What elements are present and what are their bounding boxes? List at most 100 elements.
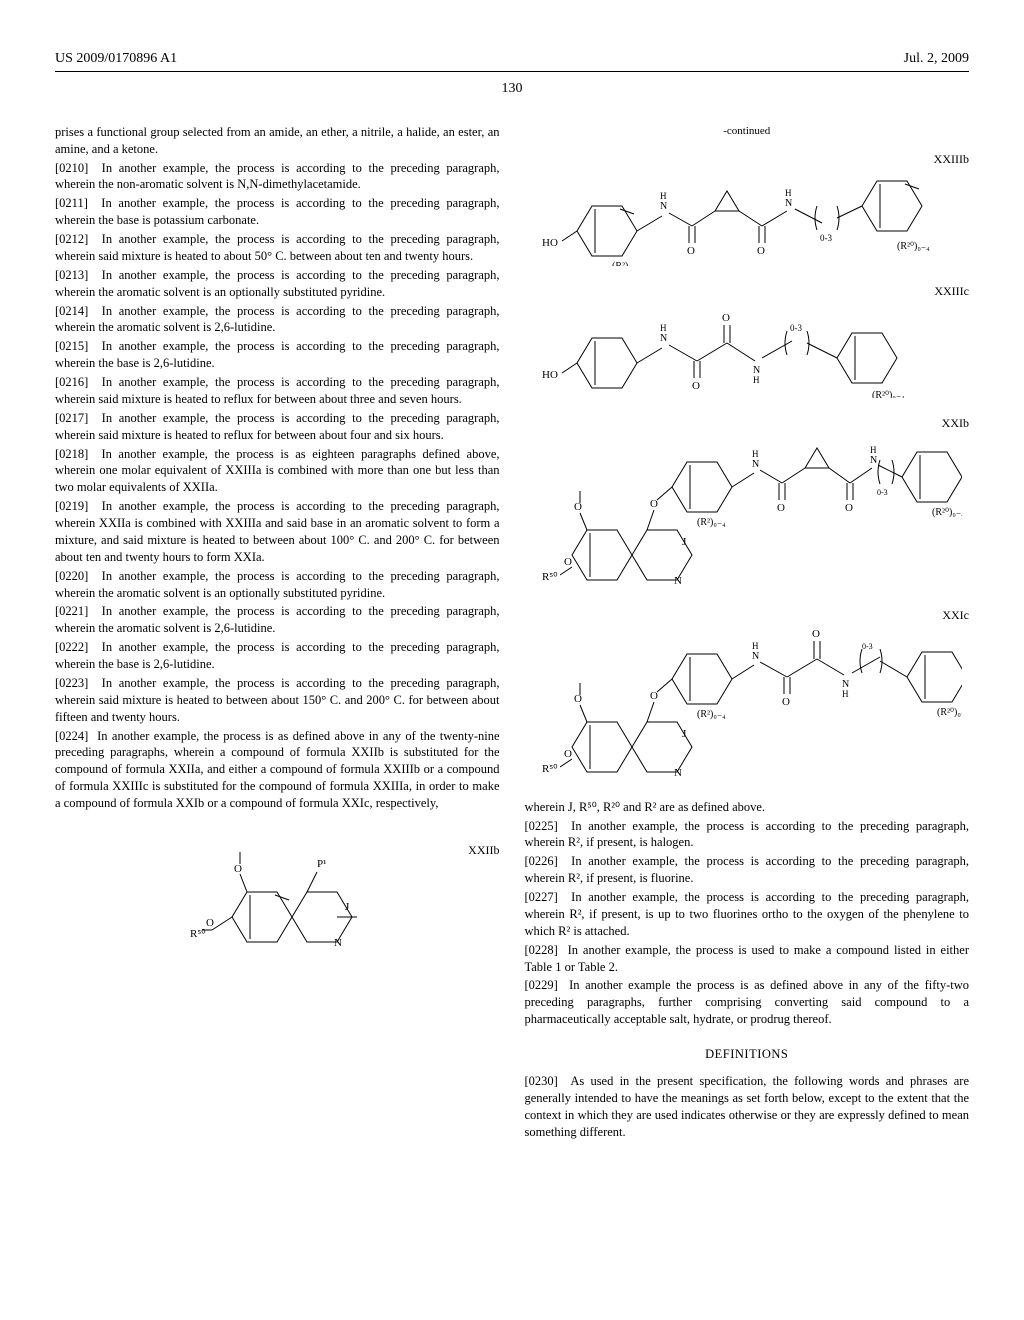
paragraph-0229: [0229] In another example the process is…: [525, 977, 970, 1028]
svg-text:(R²⁰)₀₋₄: (R²⁰)₀₋₄: [872, 390, 905, 398]
para-text-0215: In another example, the process is accor…: [55, 339, 500, 370]
para-text-0223: In another example, the process is accor…: [55, 676, 500, 724]
para-text-0228: In another example, the process is used …: [525, 943, 970, 974]
para-num-0218: [0218]: [55, 447, 88, 461]
svg-text:(R²)₀₋₄: (R²)₀₋₄: [612, 261, 641, 266]
structure-XXIIb: XXIIb N R⁵⁰ O O: [55, 842, 500, 992]
para-num-0214: [0214]: [55, 304, 88, 318]
svg-text:HO: HO: [542, 369, 558, 381]
para-num-0228: [0228]: [525, 943, 558, 957]
svg-text:0-3: 0-3: [790, 323, 802, 333]
structure-label-XXIIIb: XXIIIb: [934, 151, 969, 167]
publication-date: Jul. 2, 2009: [904, 50, 969, 69]
svg-text:HO: HO: [542, 237, 558, 249]
para-text-0219: In another example, the process is accor…: [55, 499, 500, 564]
para-text-0216: In another example, the process is accor…: [55, 375, 500, 406]
svg-text:N: N: [785, 198, 792, 209]
para-text-0217: In another example, the process is accor…: [55, 411, 500, 442]
svg-text:R⁵⁰: R⁵⁰: [542, 763, 558, 775]
left-column: prises a functional group selected from …: [55, 124, 500, 1143]
paragraph-0212: [0212] In another example, the process i…: [55, 231, 500, 265]
paragraph-0213: [0213] In another example, the process i…: [55, 267, 500, 301]
para-text-0212: In another example, the process is accor…: [55, 232, 500, 263]
svg-text:H: H: [753, 375, 760, 385]
paragraph-0223: [0223] In another example, the process i…: [55, 675, 500, 726]
paragraph-0210: [0210] In another example, the process i…: [55, 160, 500, 194]
svg-text:H: H: [842, 689, 849, 699]
svg-text:(R²⁰)₀₋₄: (R²⁰)₀₋₄: [937, 707, 962, 718]
paragraph-0230: [0230] As used in the present specificat…: [525, 1073, 970, 1141]
para-num-0212: [0212]: [55, 232, 88, 246]
para-text-0210: In another example, the process is accor…: [55, 161, 500, 192]
svg-text:O: O: [777, 502, 785, 514]
svg-text:N: N: [674, 767, 682, 779]
svg-text:O: O: [812, 628, 820, 640]
svg-text:N: N: [660, 201, 667, 212]
svg-text:N: N: [870, 455, 877, 466]
paragraph-0219: [0219] In another example, the process i…: [55, 498, 500, 566]
svg-text:P¹: P¹: [317, 858, 326, 870]
svg-text:J: J: [682, 536, 687, 548]
svg-text:H: H: [660, 323, 667, 333]
svg-text:O: O: [757, 245, 765, 257]
para-num-0225: [0225]: [525, 819, 558, 833]
svg-text:R⁵⁰: R⁵⁰: [542, 571, 558, 583]
svg-text:N: N: [752, 651, 759, 662]
chem-svg-XXIIb: N R⁵⁰ O O P¹ J: [162, 842, 392, 982]
para-num-0224: [0224]: [55, 729, 88, 743]
para-num-0219: [0219]: [55, 499, 88, 513]
svg-text:N: N: [334, 937, 342, 949]
para-text-0213: In another example, the process is accor…: [55, 268, 500, 299]
svg-text:O: O: [564, 748, 572, 760]
chem-svg-XXIIIb: HO N H O: [537, 151, 957, 266]
svg-text:O: O: [574, 501, 582, 513]
svg-text:(R²⁰)₀₋₄: (R²⁰)₀₋₄: [932, 507, 962, 518]
para-text-0218: In another example, the process is as ei…: [55, 447, 500, 495]
para-num-0211: [0211]: [55, 196, 88, 210]
two-column-layout: prises a functional group selected from …: [55, 124, 969, 1143]
svg-text:(R²⁰)₀₋₄: (R²⁰)₀₋₄: [897, 241, 930, 252]
svg-text:0-3: 0-3: [862, 642, 873, 651]
para-num-0215: [0215]: [55, 339, 88, 353]
para-text-0221: In another example, the process is accor…: [55, 604, 500, 635]
svg-text:O: O: [692, 380, 700, 392]
svg-text:H: H: [785, 188, 792, 198]
svg-text:O: O: [650, 690, 658, 702]
paragraph-0222: [0222] In another example, the process i…: [55, 639, 500, 673]
para-num-0213: [0213]: [55, 268, 88, 282]
svg-text:H: H: [660, 191, 667, 201]
paragraph-0215: [0215] In another example, the process i…: [55, 338, 500, 372]
para-num-0220: [0220]: [55, 569, 88, 583]
para-num-0210: [0210]: [55, 161, 88, 175]
paragraph-0226: [0226] In another example, the process i…: [525, 853, 970, 887]
para-num-0223: [0223]: [55, 676, 88, 690]
structure-label-XXIIb: XXIIb: [468, 842, 499, 858]
svg-text:N: N: [674, 575, 682, 587]
svg-text:N: N: [660, 333, 667, 344]
para-num-0216: [0216]: [55, 375, 88, 389]
svg-text:H: H: [752, 449, 759, 459]
svg-text:N: N: [752, 459, 759, 470]
para-text-0225: In another example, the process is accor…: [525, 819, 970, 850]
paragraph-0220: [0220] In another example, the process i…: [55, 568, 500, 602]
svg-text:O: O: [845, 502, 853, 514]
paragraph-0211: [0211] In another example, the process i…: [55, 195, 500, 229]
structure-XXIb: XXIb N R⁵⁰ O O J O: [525, 415, 970, 595]
structure-XXIIIb: XXIIIb HO N H O: [525, 151, 970, 271]
svg-text:(R²)₀₋₄: (R²)₀₋₄: [697, 517, 726, 528]
paragraph-0216: [0216] In another example, the process i…: [55, 374, 500, 408]
structure-XXIIIc: XXIIIc HO N H O O N: [525, 283, 970, 403]
svg-text:O: O: [206, 917, 214, 929]
svg-text:O: O: [722, 312, 730, 324]
paragraph-0217: [0217] In another example, the process i…: [55, 410, 500, 444]
structure-label-XXIc: XXIc: [942, 607, 969, 623]
structure-XXIc: XXIc N R⁵⁰ O O J O: [525, 607, 970, 787]
svg-text:O: O: [782, 696, 790, 708]
paragraph-0224: [0224] In another example, the process i…: [55, 728, 500, 812]
paragraph-0221: [0221] In another example, the process i…: [55, 603, 500, 637]
chem-svg-XXIb: N R⁵⁰ O O J O (R²)₀₋₄: [532, 415, 962, 595]
chem-svg-XXIIIc: HO N H O O N H: [537, 283, 957, 398]
svg-text:0-3: 0-3: [820, 233, 832, 243]
para-num-0221: [0221]: [55, 604, 88, 618]
svg-text:O: O: [650, 498, 658, 510]
